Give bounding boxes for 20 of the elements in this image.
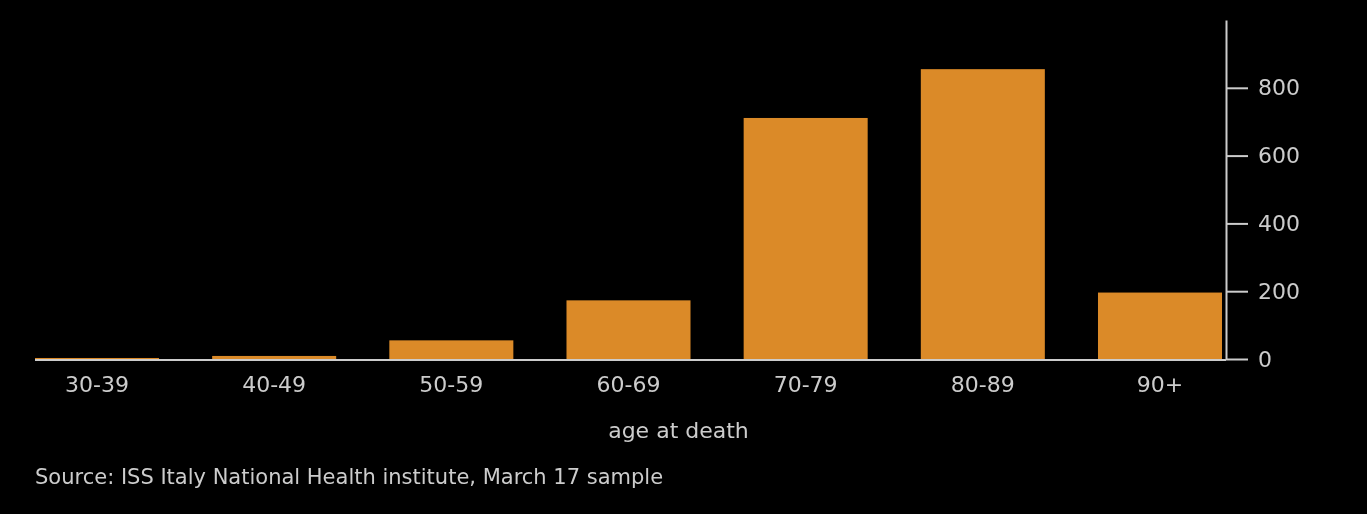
bar [1097, 292, 1223, 359]
y-tick-label: 400 [1258, 210, 1300, 236]
x-tick-label: 90+ [1136, 372, 1184, 397]
x-axis-title: age at death [608, 418, 749, 443]
bar [920, 69, 1045, 359]
bar [389, 340, 514, 359]
y-tick-label: 800 [1258, 75, 1300, 101]
bar [212, 355, 337, 359]
x-tick-label: 60-69 [596, 372, 661, 397]
y-tick-label: 600 [1258, 143, 1300, 169]
x-tick-label: 30-39 [65, 372, 129, 397]
y-tick-label: 0 [1258, 346, 1272, 372]
bar [566, 300, 691, 359]
x-tick-label: 80-89 [950, 372, 1015, 397]
x-tick-label: 40-49 [242, 372, 307, 397]
x-tick-label: 70-79 [773, 372, 838, 397]
source-note: Source: ISS Italy National Health institute, March 17 sample [35, 465, 664, 489]
y-tick-label: 200 [1258, 278, 1300, 304]
x-tick-label: 50-59 [419, 372, 484, 397]
bar [743, 117, 868, 359]
